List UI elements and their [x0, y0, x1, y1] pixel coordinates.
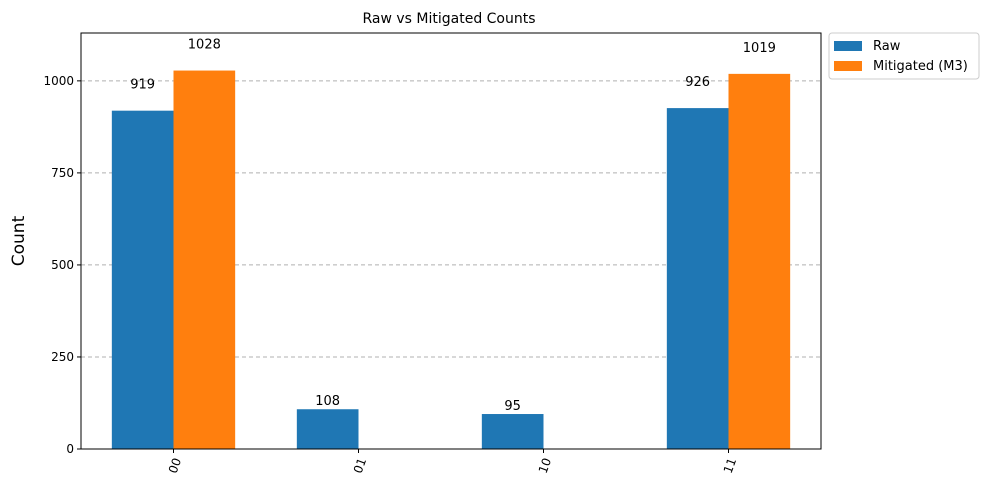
y-tick-label: 250 [51, 350, 74, 364]
data-label: 926 [685, 75, 710, 90]
bar [666, 108, 729, 449]
x-tick-label: 10 [536, 456, 554, 475]
legend-swatch [834, 61, 862, 71]
x-tick-label: 01 [351, 456, 369, 475]
y-axis-ticks: 0 250 500 750 1000 [43, 74, 81, 456]
legend-label: Mitigated (M3) [873, 59, 968, 74]
legend: Raw Mitigated (M3) [828, 32, 980, 80]
data-label: 919 [130, 78, 155, 93]
bar [296, 409, 359, 449]
bar [481, 414, 544, 449]
data-label: 95 [504, 399, 521, 414]
legend-box [828, 32, 980, 80]
y-tick-label: 500 [51, 258, 74, 272]
bar [173, 70, 236, 449]
bar [111, 110, 174, 449]
bars [111, 70, 791, 450]
y-tick-label: 750 [51, 166, 74, 180]
x-tick-label: 11 [721, 456, 739, 475]
chart-title: Raw vs Mitigated Counts [362, 11, 535, 27]
y-tick-label: 0 [66, 442, 74, 456]
x-tick-label: 00 [166, 456, 184, 475]
data-label: 108 [315, 394, 340, 409]
bar [728, 73, 791, 450]
data-labels: 919 108 95 926 1028 1019 [130, 38, 776, 414]
plot-frame [80, 32, 822, 450]
data-label: 1028 [188, 38, 221, 53]
y-tick-label: 1000 [43, 74, 74, 88]
x-axis-ticks: 00 01 10 11 [166, 449, 739, 475]
legend-label: Raw [873, 39, 901, 54]
legend-swatch [834, 41, 862, 51]
y-axis-label: Count [9, 215, 29, 266]
data-label: 1019 [743, 41, 776, 56]
